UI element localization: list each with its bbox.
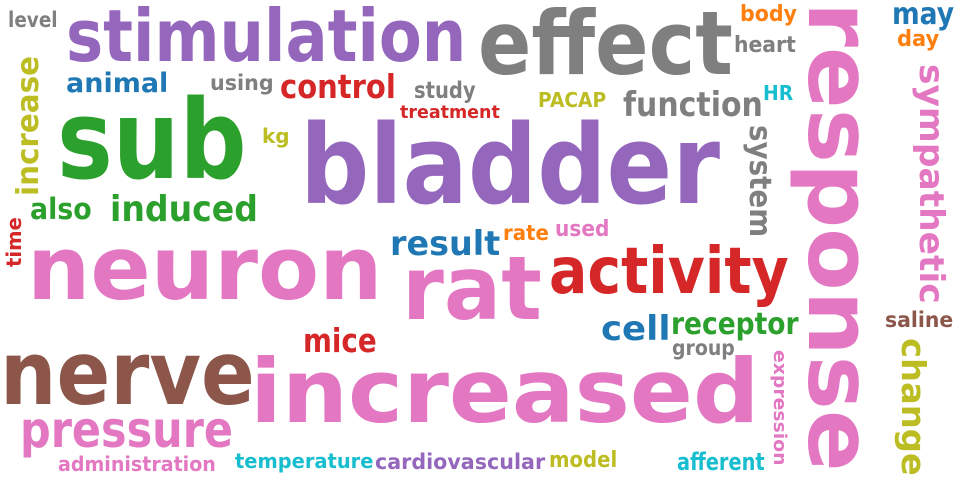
word-animal: animal <box>66 68 169 99</box>
word-control: control <box>280 67 396 106</box>
word-change: change <box>894 338 933 476</box>
word-temperature: temperature <box>235 449 374 473</box>
word-saline: saline <box>885 308 954 332</box>
word-stimulation: stimulation <box>66 0 467 78</box>
word-administration: administration <box>58 452 216 476</box>
word-pacap: PACAP <box>538 88 607 112</box>
word-heart: heart <box>734 33 796 58</box>
word-response: response <box>788 2 891 472</box>
word-neuron: neuron <box>27 217 383 320</box>
word-function: function <box>623 85 763 125</box>
word-level: level <box>8 8 58 32</box>
word-increase: increase <box>11 55 46 196</box>
word-rat: rat <box>402 237 542 340</box>
word-bladder: bladder <box>300 101 721 229</box>
word-nerve: nerve <box>0 322 255 425</box>
word-used: used <box>555 217 610 242</box>
word-treatment: treatment <box>400 102 500 123</box>
word-increased: increased <box>250 340 760 443</box>
word-mice: mice <box>303 321 377 360</box>
word-body: body <box>740 2 797 27</box>
word-cell: cell <box>601 309 671 349</box>
word-group: group <box>672 336 735 360</box>
word-expression: expression <box>769 350 790 466</box>
word-induced: induced <box>110 189 258 230</box>
word-afferent: afferent <box>677 448 765 476</box>
word-also: also <box>30 192 92 226</box>
word-activity: activity <box>549 235 789 309</box>
word-model: model <box>549 448 618 473</box>
word-receptor: receptor <box>671 307 799 342</box>
word-system: system <box>742 125 777 238</box>
word-rate: rate <box>503 221 549 245</box>
word-cardiovascular: cardiovascular <box>375 450 546 474</box>
word-may: may <box>892 0 955 32</box>
word-day: day <box>897 27 940 52</box>
word-result: result <box>390 224 501 264</box>
word-sub: sub <box>57 76 247 204</box>
word-kg: kg <box>262 124 290 148</box>
word-pressure: pressure <box>20 401 234 459</box>
word-hr: HR <box>763 81 794 105</box>
word-study: study <box>414 78 476 104</box>
word-time: time <box>2 217 26 267</box>
word-using: using <box>210 71 274 95</box>
word-effect: effect <box>478 0 733 95</box>
word-sympathetic: sympathetic <box>911 64 951 304</box>
